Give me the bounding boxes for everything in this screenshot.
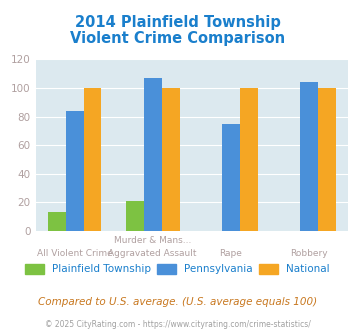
Legend: Plainfield Township, Pennsylvania, National: Plainfield Township, Pennsylvania, Natio… <box>25 264 330 275</box>
Bar <box>66 111 83 231</box>
Text: Murder & Mans...: Murder & Mans... <box>114 236 191 245</box>
Bar <box>240 88 258 231</box>
Text: 2014 Plainfield Township: 2014 Plainfield Township <box>75 15 280 30</box>
Bar <box>126 201 144 231</box>
Bar <box>222 124 240 231</box>
Bar <box>144 78 162 231</box>
Text: Robbery: Robbery <box>290 249 328 258</box>
Bar <box>48 213 66 231</box>
Text: Rape: Rape <box>219 249 242 258</box>
Bar <box>162 88 180 231</box>
Text: Aggravated Assault: Aggravated Assault <box>108 249 197 258</box>
Bar <box>300 82 318 231</box>
Bar <box>318 88 336 231</box>
Text: All Violent Crime: All Violent Crime <box>37 249 113 258</box>
Text: Violent Crime Comparison: Violent Crime Comparison <box>70 31 285 46</box>
Text: © 2025 CityRating.com - https://www.cityrating.com/crime-statistics/: © 2025 CityRating.com - https://www.city… <box>45 320 310 329</box>
Bar <box>83 88 102 231</box>
Text: Compared to U.S. average. (U.S. average equals 100): Compared to U.S. average. (U.S. average … <box>38 297 317 307</box>
